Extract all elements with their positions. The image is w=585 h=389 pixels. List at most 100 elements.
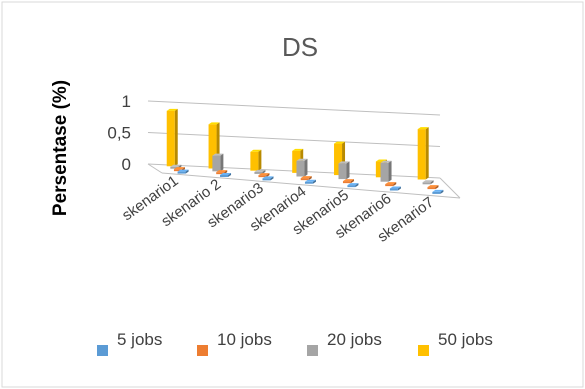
bar-top	[385, 182, 397, 185]
bar-side	[258, 149, 262, 171]
bar-front	[296, 160, 305, 177]
bar	[262, 176, 274, 181]
bar-top	[427, 185, 439, 188]
bar	[250, 149, 262, 171]
bar-front	[262, 178, 271, 181]
bar-top	[216, 170, 228, 173]
bar-side	[185, 169, 189, 174]
bar-side	[270, 176, 274, 181]
bar-side	[397, 186, 401, 191]
bar-side	[266, 173, 270, 178]
floor-edge	[147, 163, 163, 174]
bar-side	[350, 179, 354, 184]
bar	[220, 172, 232, 177]
bar-front	[417, 129, 426, 180]
bar-side	[346, 161, 350, 180]
bar-top	[342, 179, 354, 182]
bar	[385, 182, 397, 187]
gridline	[147, 100, 441, 116]
bar-front	[220, 174, 229, 177]
bar-front	[170, 166, 179, 169]
bar-front	[300, 178, 309, 181]
bar-front	[338, 163, 347, 180]
bar-top	[300, 176, 312, 179]
y-axis-label: Persentase (%)	[50, 80, 71, 216]
legend-label: 5 jobs	[117, 330, 162, 349]
bar-front	[212, 155, 221, 172]
chart-title: DS	[282, 32, 318, 62]
legend: 5 jobs 10 jobs 20 jobs 50 jobs	[97, 330, 493, 356]
y-tick-label: 0	[122, 155, 131, 174]
bar-top	[417, 127, 429, 130]
bar-front	[347, 185, 356, 188]
bar	[296, 158, 308, 177]
bar-side	[393, 182, 397, 187]
bar	[347, 183, 359, 188]
bar-side	[312, 179, 316, 184]
legend-label: 10 jobs	[217, 330, 272, 349]
bar-side	[262, 169, 266, 174]
bar	[254, 169, 266, 174]
legend-swatch	[418, 345, 429, 356]
legend-label: 20 jobs	[327, 330, 382, 349]
bar-side	[388, 160, 392, 182]
bar	[166, 108, 178, 167]
bar	[427, 185, 439, 190]
floor-edge	[439, 177, 461, 199]
bar	[417, 127, 429, 180]
legend-swatch	[197, 345, 208, 356]
bar-front	[389, 188, 398, 191]
bar-top	[208, 122, 220, 125]
bar-front	[375, 161, 384, 178]
bar	[380, 160, 392, 182]
bar-top	[338, 161, 350, 164]
bar-side	[435, 185, 439, 190]
bar-top	[212, 153, 224, 156]
floor-front-edge	[161, 172, 461, 199]
bar-side	[304, 158, 308, 177]
y-tick-label: 0,5	[107, 124, 131, 143]
bar	[432, 189, 444, 194]
bar-front	[385, 184, 394, 187]
bar-top	[334, 141, 346, 144]
bar-front	[254, 171, 263, 174]
bar-front	[177, 171, 186, 174]
bar-top	[250, 149, 262, 152]
legend-swatch	[97, 345, 108, 356]
bar-side	[355, 183, 359, 188]
bar-side	[425, 127, 429, 180]
bar-front	[427, 187, 436, 190]
bar-front	[422, 182, 431, 185]
bar-top	[173, 167, 185, 170]
bar-front	[432, 191, 441, 194]
bar-top	[432, 189, 444, 192]
bar	[304, 179, 316, 184]
bar	[177, 169, 189, 174]
bar-top	[177, 169, 189, 172]
bar-side	[228, 172, 232, 177]
bar-top	[166, 108, 178, 111]
bar-side	[308, 176, 312, 181]
bar-front	[304, 181, 313, 184]
bar	[300, 176, 312, 181]
bar-front	[342, 181, 351, 184]
bar-front	[250, 151, 259, 171]
bar-top	[422, 180, 434, 183]
bar-front	[380, 162, 389, 182]
legend-swatch	[307, 345, 318, 356]
bar-front	[258, 175, 267, 178]
bar-top	[254, 169, 266, 172]
bar-front	[166, 110, 175, 167]
bar-side	[220, 153, 224, 172]
bar-top	[258, 173, 270, 176]
bar-top	[296, 158, 308, 161]
bar-front	[334, 143, 343, 176]
bar-side	[174, 108, 178, 167]
bar-front	[173, 169, 182, 172]
bar	[422, 180, 434, 185]
bar-top	[380, 160, 392, 163]
bar-top	[292, 148, 304, 151]
